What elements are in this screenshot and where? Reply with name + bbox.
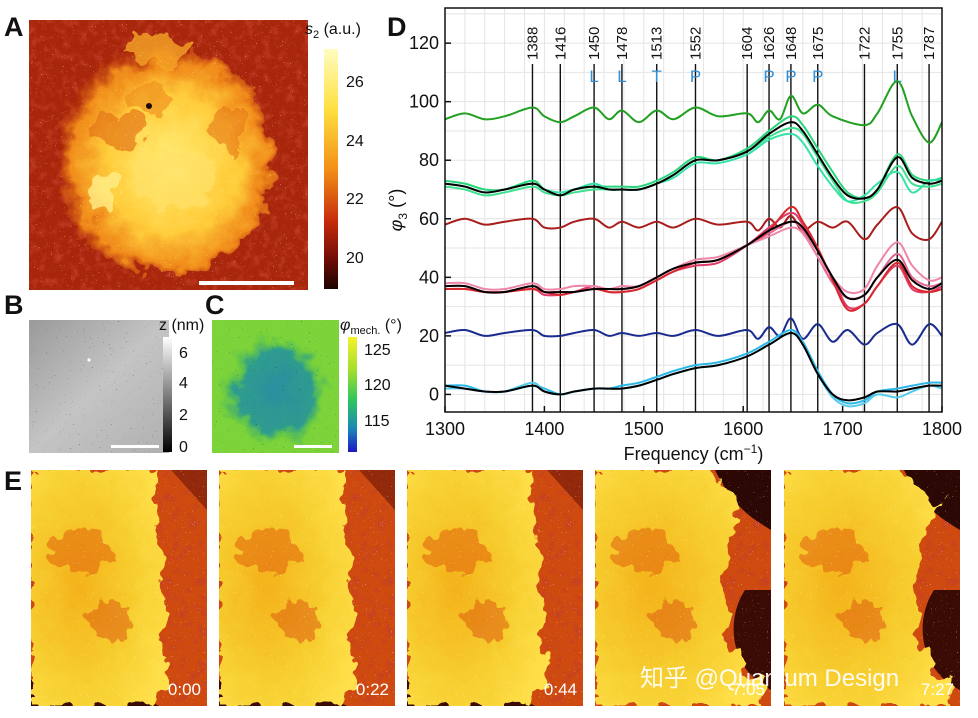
- colorbar-c-unit: (°): [380, 317, 402, 334]
- colorbar-c-tick-120: 120: [364, 377, 391, 394]
- panel-label-b: B: [4, 290, 24, 320]
- y-tick-label-60: 60: [419, 209, 439, 229]
- panel-label-d: D: [387, 12, 407, 42]
- peak-assign-1552: P: [690, 67, 701, 86]
- y-tick-label-80: 80: [419, 150, 439, 170]
- y-tick-label-40: 40: [419, 267, 439, 287]
- y-tick-label-0: 0: [429, 384, 439, 404]
- x-tick-label-1300: 1300: [425, 419, 465, 439]
- series-line-13: [444, 329, 943, 405]
- peak-label-1675: 1675: [810, 27, 827, 60]
- peak-label-1626: 1626: [761, 27, 778, 60]
- x-tick-label-1800: 1800: [922, 419, 962, 439]
- peak-assign-1755: L: [893, 67, 902, 86]
- peak-label-1478: 1478: [614, 27, 631, 60]
- peak-label-1450: 1450: [586, 27, 603, 60]
- series-line-1: [444, 80, 943, 144]
- colorbar-a-title: s2 (a.u.): [305, 22, 361, 41]
- peak-label-1416: 1416: [552, 27, 569, 60]
- colorbar-c-symbol: φ: [340, 317, 351, 334]
- series-line-12: [444, 317, 943, 346]
- frame-4-timestamp: 7:05: [731, 680, 765, 699]
- frame-2: 0:22: [219, 470, 395, 706]
- frame-1: 0:00: [31, 470, 207, 706]
- scale-bar-b: [111, 445, 159, 448]
- colorbar-b: [163, 337, 172, 452]
- peak-label-1388: 1388: [524, 27, 541, 60]
- colorbar-a: [324, 49, 338, 289]
- colorbar-b-tick-6: 6: [179, 345, 188, 362]
- y-tick-label-120: 120: [409, 33, 439, 53]
- x-tick-label-1400: 1400: [524, 419, 564, 439]
- panel-a-near-field-image: [29, 20, 308, 290]
- scale-bar-c: [294, 445, 332, 448]
- series-line-15: [444, 331, 943, 402]
- y-tick-label-20: 20: [419, 326, 439, 346]
- peak-assign-1478: L: [617, 67, 626, 86]
- colorbar-b-title: z (nm): [159, 317, 205, 334]
- frame-5-timestamp: 7:27: [920, 680, 954, 699]
- colorbar-b-tick-2: 2: [179, 407, 188, 424]
- peak-assign-1648: P: [785, 67, 796, 86]
- series-line-4: [444, 132, 943, 203]
- peak-label-1755: 1755: [889, 27, 906, 60]
- peak-label-1604: 1604: [739, 27, 756, 60]
- colorbar-a-tick-26: 26: [346, 74, 364, 91]
- series-line-10: [444, 226, 943, 295]
- colorbar-b-tick-0: 0: [179, 439, 188, 456]
- peak-assign-1513: T: [652, 67, 662, 86]
- panel-label-a: A: [4, 12, 24, 42]
- peak-label-1722: 1722: [856, 27, 873, 60]
- colorbar-b-tick-4: 4: [179, 375, 188, 392]
- y-axis-label: φ3 (°): [386, 189, 410, 232]
- series-line-6: [444, 206, 943, 241]
- peak-label-1552: 1552: [687, 27, 704, 60]
- x-tick-label-1500: 1500: [624, 419, 664, 439]
- colorbar-c: [348, 337, 357, 452]
- series-line-9: [444, 206, 943, 312]
- colorbar-a-unit: (a.u.): [319, 21, 361, 38]
- peak-label-1513: 1513: [649, 27, 666, 60]
- panel-label-c: C: [205, 290, 225, 320]
- frame-3: 0:44: [407, 470, 583, 706]
- scale-bar: [199, 281, 294, 285]
- colorbar-a-subscript: 2: [313, 29, 320, 42]
- colorbar-c-tick-115: 115: [364, 413, 390, 430]
- colorbar-a-symbol: s: [305, 21, 313, 38]
- frame-4: 7:05: [595, 470, 771, 706]
- plot-frame: [444, 7, 943, 413]
- panel-c-mechanical-phase-image: [212, 320, 339, 453]
- peak-label-1787: 1787: [921, 27, 938, 60]
- x-axis-label: Frequency (cm−1): [624, 442, 764, 464]
- peak-assign-1450: L: [589, 67, 598, 86]
- frame-5: 7:27: [784, 470, 960, 706]
- peak-label-1648: 1648: [783, 27, 800, 60]
- colorbar-c-subscript: mech.: [350, 325, 381, 338]
- x-tick-label-1700: 1700: [823, 419, 863, 439]
- y-tick-label-100: 100: [409, 92, 439, 112]
- panel-label-e: E: [4, 466, 23, 496]
- series-line-5: [444, 121, 943, 200]
- colorbar-a-tick-20: 20: [346, 250, 364, 267]
- colorbar-c-title: φmech. (°): [340, 318, 402, 337]
- panel-b-topography-image: [29, 320, 169, 453]
- colorbar-c-tick-125: 125: [364, 342, 391, 359]
- frame-3-timestamp: 0:44: [543, 680, 577, 699]
- colorbar-a-tick-24: 24: [346, 133, 364, 150]
- frame-2-timestamp: 0:22: [355, 680, 389, 699]
- frame-1-timestamp: 0:00: [167, 680, 201, 699]
- peak-assign-1675: P: [812, 67, 823, 86]
- series-line-11: [444, 220, 943, 301]
- peak-assign-1626: P: [763, 67, 774, 86]
- colorbar-a-tick-22: 22: [346, 191, 364, 208]
- x-tick-label-1600: 1600: [723, 419, 763, 439]
- spectra-chart: 1388 1416 1450 L 1478 L 1513 T 1552 P 1604 1626 P 164…: [386, 7, 962, 464]
- watermark: 知乎 @Quantum Design: [640, 665, 900, 692]
